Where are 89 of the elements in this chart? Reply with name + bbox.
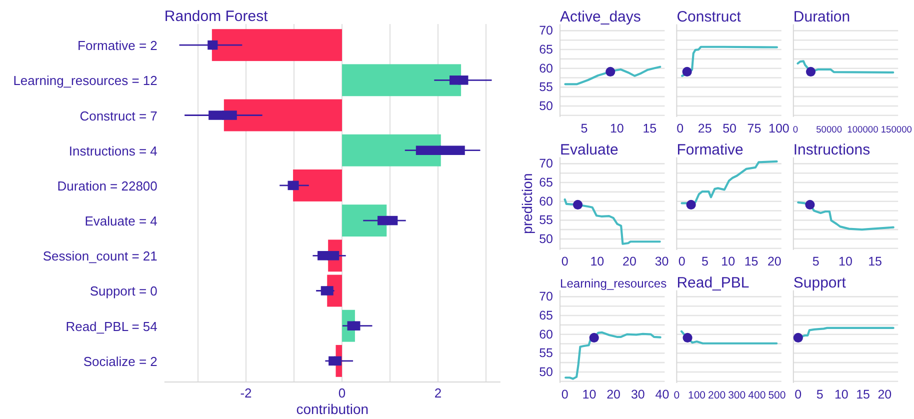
- line-series: [564, 66, 662, 86]
- x-tick-label: 150000: [880, 124, 912, 134]
- y-tick-label: 60: [539, 327, 554, 342]
- bar: [342, 204, 387, 237]
- x-tick-label: 10: [834, 387, 848, 402]
- y-tick-label: Read_PBL = 54: [66, 318, 158, 334]
- y-tick-label: Evaluate = 4: [84, 213, 158, 228]
- x-tick-label: 0: [561, 254, 568, 268]
- line-series: [564, 198, 661, 245]
- x-tick-label: 50: [722, 121, 737, 136]
- y-tick-label: Session_count = 21: [42, 248, 158, 264]
- x-tick-label: 10: [582, 387, 596, 402]
- x-tick-label: 15: [744, 254, 758, 268]
- x-tick-label: 2: [434, 386, 442, 400]
- y-tick-label: 55: [539, 80, 554, 94]
- y-tick-label: Learning_resources = 12: [13, 72, 158, 88]
- chart-title: Evaluate: [560, 141, 618, 158]
- y-tick-label: 50: [539, 232, 554, 246]
- bar: [342, 64, 462, 96]
- x-tick-label: 0: [678, 254, 686, 268]
- bar: [212, 29, 342, 62]
- y-tick-label: 55: [539, 213, 554, 228]
- y-tick-label: Support = 0: [90, 283, 158, 298]
- chart-title: Formative: [676, 141, 744, 158]
- x-tick-label: 30: [630, 387, 645, 402]
- y-tick-label: 65: [539, 42, 554, 57]
- x-tick-label: 10: [590, 254, 604, 268]
- x-tick-label: 100000: [847, 124, 878, 134]
- x-tick-label: 500: [768, 389, 786, 402]
- y-tick-label: 60: [539, 61, 554, 76]
- x-tick-label: 300: [728, 389, 746, 402]
- y-tick-label: Construct = 7: [80, 108, 158, 123]
- x-tick-label: 100: [768, 121, 790, 136]
- x-tick-label: 15: [868, 254, 882, 268]
- x-tick-label: 10: [721, 254, 736, 268]
- x-tick-label: 40: [655, 387, 670, 402]
- x-tick-label: 75: [747, 121, 762, 136]
- x-tick-label: 0: [792, 124, 798, 134]
- x-tick-label: 0: [794, 387, 802, 402]
- chart-title: Duration: [793, 8, 850, 26]
- x-tick-label: 20: [622, 254, 636, 268]
- bar: [224, 99, 342, 132]
- x-tick-label: 50000: [816, 124, 842, 134]
- x-tick-label: 15: [642, 121, 657, 136]
- chart-title: Read_PBL: [676, 274, 750, 292]
- y-tick-label: 60: [539, 194, 554, 208]
- y-axis-title: prediction: [519, 173, 535, 234]
- y-tick-label: Instructions = 4: [68, 142, 158, 158]
- x-tick-label: 0: [561, 387, 568, 402]
- x-tick-label: 10: [610, 121, 624, 136]
- x-tick-label: 20: [768, 254, 782, 268]
- x-tick-label: 20: [606, 387, 621, 402]
- x-tick-label: 0: [338, 386, 346, 400]
- y-tick-label: Formative = 2: [78, 38, 158, 53]
- y-tick-label: 55: [539, 346, 554, 360]
- x-tick-label: 100: [688, 389, 706, 402]
- x-tick-label: 5: [816, 387, 824, 402]
- x-axis-title: contribution: [296, 401, 369, 417]
- x-tick-label: -2: [240, 386, 252, 400]
- y-tick-label: 70: [539, 24, 554, 38]
- x-tick-label: 30: [654, 254, 669, 268]
- bar: [293, 169, 342, 202]
- x-tick-label: 10: [838, 254, 852, 268]
- y-tick-label: 65: [539, 308, 554, 323]
- y-tick-label: 50: [539, 98, 554, 113]
- y-tick-label: Socialize = 2: [83, 353, 158, 368]
- x-tick-label: 400: [748, 389, 766, 402]
- bar: [342, 134, 441, 166]
- chart-title: Learning_resources: [560, 276, 667, 290]
- x-tick-label: 0: [676, 121, 684, 136]
- y-tick-label: 70: [539, 156, 554, 171]
- y-tick-label: Duration = 22800: [57, 178, 158, 193]
- x-tick-label: 0: [674, 389, 680, 402]
- y-tick-label: 50: [539, 364, 554, 379]
- x-tick-label: 200: [708, 389, 726, 402]
- x-tick-label: 5: [580, 121, 588, 136]
- chart-title: Active_days: [560, 8, 641, 26]
- chart-title: Construct: [676, 8, 742, 26]
- x-tick-label: 5: [701, 254, 708, 268]
- x-tick-label: 20: [878, 387, 892, 402]
- chart-title: Support: [793, 274, 847, 292]
- y-tick-label: 65: [539, 176, 554, 190]
- x-tick-label: 25: [698, 121, 712, 136]
- line-series: [564, 331, 662, 380]
- x-tick-label: 15: [856, 387, 870, 402]
- chart-title: Random Forest: [164, 8, 269, 25]
- chart-title: Instructions: [793, 141, 870, 158]
- x-tick-label: 5: [812, 254, 820, 268]
- y-tick-label: 70: [539, 290, 554, 304]
